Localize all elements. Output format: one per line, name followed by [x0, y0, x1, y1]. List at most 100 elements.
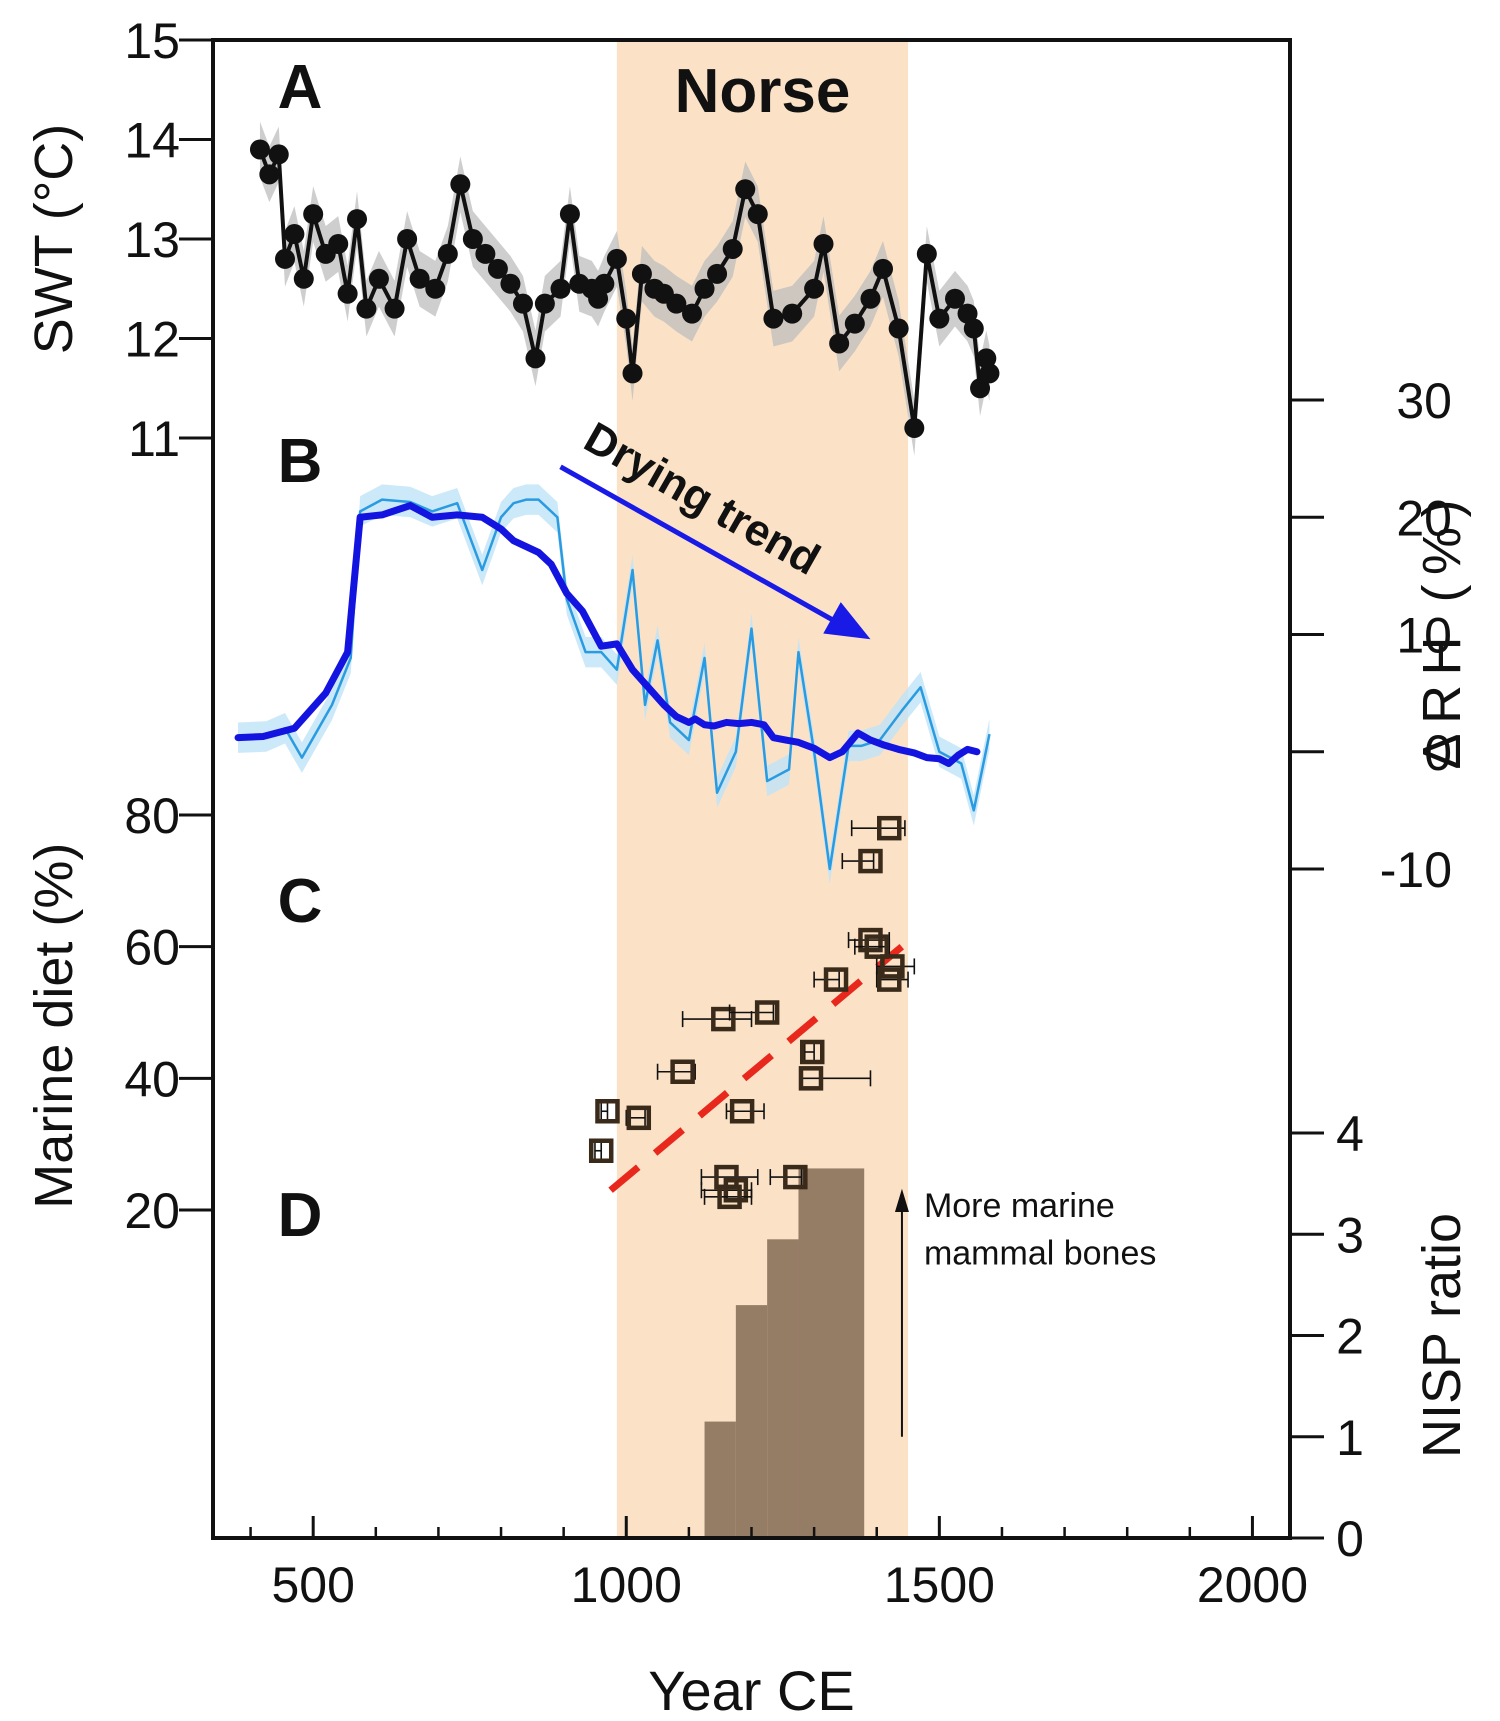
- swt-point-62: [979, 363, 1000, 384]
- marine-diet-point-16: [877, 967, 902, 992]
- x-axis-title: Year CE: [648, 1659, 855, 1721]
- swt-point-0: [249, 139, 270, 160]
- swt-point-55: [916, 243, 937, 264]
- swt-point-14: [397, 229, 418, 249]
- swt-point-32: [606, 248, 627, 269]
- nisp-note-arrowhead: [894, 1188, 909, 1212]
- swt-point-4: [284, 224, 305, 245]
- swt-axis-title: SWT (°C): [24, 124, 84, 355]
- x-tick-label-2: 1500: [884, 1557, 995, 1613]
- swt-point-18: [450, 174, 471, 195]
- swt-point-41: [707, 263, 728, 284]
- marine-diet-point-9: [723, 1178, 749, 1203]
- diet-tick-label-0: 20: [124, 1183, 180, 1239]
- swt-point-51: [860, 288, 881, 309]
- swt-point-49: [829, 333, 850, 354]
- marine-diet-point-1: [588, 1138, 614, 1163]
- norse-period-label: Norse: [675, 57, 851, 126]
- marine-diet-point-11: [799, 1039, 825, 1065]
- nisp-bar-0: [704, 1421, 736, 1538]
- swt-uncertainty-band: [259, 121, 990, 456]
- nisp-bar-2: [767, 1239, 799, 1538]
- swt-point-43: [735, 179, 756, 200]
- swt-point-10: [347, 209, 368, 230]
- swt-point-30: [588, 288, 609, 309]
- swt-tick-label-2: 13: [124, 212, 180, 268]
- nisp-bar-3: [798, 1168, 865, 1538]
- marine-diet-point-13: [823, 967, 849, 992]
- swt-point-8: [328, 233, 349, 254]
- marine-diet-point-15: [864, 934, 889, 959]
- swt-point-52: [872, 258, 893, 279]
- swt-tick-label-1: 12: [124, 312, 180, 368]
- swt-point-45: [763, 308, 784, 329]
- swt-point-48: [813, 233, 834, 254]
- marine-diet-point-19: [877, 815, 902, 841]
- swt-point-59: [963, 318, 984, 339]
- swt-point-1: [259, 164, 280, 185]
- swt-point-56: [929, 308, 950, 329]
- diet-tick-label-1: 40: [124, 1051, 180, 1107]
- swt-point-34: [622, 363, 643, 384]
- rh-tick-label-3: 20: [1396, 490, 1452, 546]
- rh-raw-line: [237, 498, 991, 871]
- x-tick-label-0: 500: [271, 1557, 354, 1613]
- swt-point-60: [970, 378, 991, 399]
- marine-diet-point-18: [858, 848, 883, 874]
- nisp-tick-label-1: 1: [1336, 1410, 1364, 1466]
- swt-point-26: [550, 278, 571, 299]
- swt-point-57: [945, 288, 966, 309]
- marine-diet-point-5: [711, 1006, 736, 1032]
- swt-point-17: [437, 243, 458, 264]
- marine-diet-point-7: [783, 1164, 808, 1190]
- marine-diet-point-10: [717, 1184, 742, 1210]
- marine-diet-trendline: [608, 943, 905, 1193]
- marine-diet-axis-title: Marine diet (%): [24, 843, 84, 1209]
- swt-point-19: [462, 229, 483, 249]
- panel-letter-a: A: [278, 53, 323, 122]
- marine-diet-point-3: [670, 1059, 695, 1084]
- swt-point-5: [293, 268, 314, 289]
- nisp-tick-label-4: 4: [1336, 1106, 1364, 1162]
- swt-point-6: [303, 204, 324, 225]
- rh-tick-label-1: 0: [1424, 725, 1452, 781]
- swt-point-20: [475, 243, 496, 264]
- x-tick-label-3: 2000: [1197, 1557, 1308, 1613]
- diet-tick-label-2: 60: [124, 920, 180, 976]
- rh-tick-label-2: 10: [1396, 608, 1452, 664]
- swt-point-61: [976, 348, 997, 369]
- drying-trend-arrow-shaft: [559, 464, 840, 626]
- rh-tick-label-0: -10: [1380, 842, 1452, 898]
- nisp-tick-label-2: 2: [1336, 1309, 1364, 1365]
- swt-point-54: [904, 418, 925, 439]
- swt-point-47: [804, 278, 825, 299]
- swt-point-12: [368, 268, 389, 289]
- nisp-note-line1: More marine: [924, 1187, 1115, 1225]
- swt-point-58: [957, 303, 978, 324]
- marine-diet-point-17: [880, 954, 905, 979]
- drying-trend-arrowhead: [823, 602, 871, 640]
- swt-point-3: [275, 248, 296, 269]
- swt-tick-label-0: 11: [128, 411, 180, 467]
- swt-point-15: [409, 268, 430, 289]
- swt-point-24: [525, 348, 546, 369]
- swt-point-27: [559, 204, 580, 225]
- swt-point-25: [534, 293, 555, 314]
- swt-point-35: [631, 263, 652, 284]
- swt-point-46: [782, 303, 803, 324]
- swt-point-2: [268, 144, 289, 165]
- swt-point-42: [722, 238, 743, 259]
- swt-point-33: [616, 308, 637, 329]
- panel-letter-d: D: [278, 1181, 323, 1250]
- marine-diet-point-4: [729, 1099, 755, 1124]
- swt-point-13: [384, 298, 405, 319]
- rh-tick-label-4: 30: [1396, 373, 1452, 429]
- nisp-note-line2: mammal bones: [924, 1234, 1156, 1272]
- nisp-tick-label-0: 0: [1336, 1511, 1364, 1567]
- swt-point-53: [888, 318, 909, 339]
- swt-point-38: [666, 293, 687, 314]
- swt-point-11: [356, 298, 377, 319]
- swt-tick-label-4: 15: [124, 13, 180, 69]
- swt-point-50: [844, 313, 865, 334]
